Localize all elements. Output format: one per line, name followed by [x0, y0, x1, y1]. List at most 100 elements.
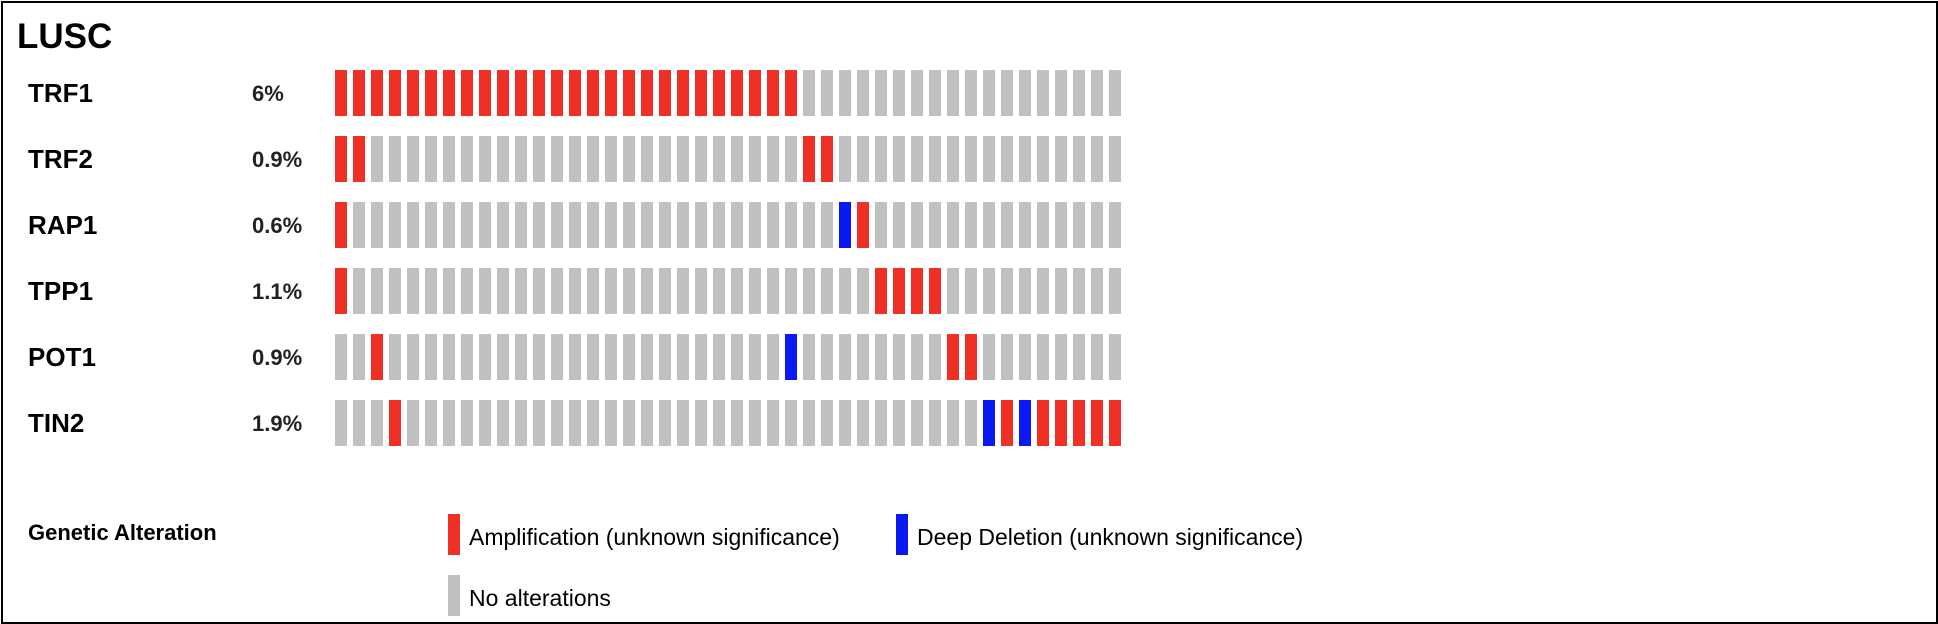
sample-cell-no-alteration[interactable]: [407, 334, 419, 380]
sample-cell-no-alteration[interactable]: [947, 202, 959, 248]
sample-cell-no-alteration[interactable]: [929, 70, 941, 116]
sample-cell-no-alteration[interactable]: [767, 334, 779, 380]
sample-cell-no-alteration[interactable]: [1091, 268, 1103, 314]
sample-cell-amplification[interactable]: [497, 70, 509, 116]
sample-cell-no-alteration[interactable]: [461, 202, 473, 248]
sample-cell-no-alteration[interactable]: [461, 136, 473, 182]
sample-cell-no-alteration[interactable]: [425, 400, 437, 446]
sample-cell-no-alteration[interactable]: [1073, 70, 1085, 116]
sample-cell-no-alteration[interactable]: [623, 268, 635, 314]
sample-cell-no-alteration[interactable]: [1037, 268, 1049, 314]
sample-cell-no-alteration[interactable]: [695, 202, 707, 248]
sample-cell-no-alteration[interactable]: [1109, 136, 1121, 182]
sample-cell-no-alteration[interactable]: [371, 136, 383, 182]
sample-cell-no-alteration[interactable]: [623, 334, 635, 380]
sample-cell-no-alteration[interactable]: [1001, 334, 1013, 380]
sample-cell-amplification[interactable]: [875, 268, 887, 314]
sample-cell-no-alteration[interactable]: [461, 400, 473, 446]
sample-cell-no-alteration[interactable]: [965, 136, 977, 182]
sample-cell-amplification[interactable]: [731, 70, 743, 116]
sample-cell-no-alteration[interactable]: [479, 136, 491, 182]
sample-cell-amplification[interactable]: [515, 70, 527, 116]
sample-cell-amplification[interactable]: [911, 268, 923, 314]
sample-cell-no-alteration[interactable]: [677, 268, 689, 314]
sample-cell-no-alteration[interactable]: [893, 136, 905, 182]
sample-cell-amplification[interactable]: [749, 70, 761, 116]
sample-cell-amplification[interactable]: [695, 70, 707, 116]
sample-cell-no-alteration[interactable]: [443, 400, 455, 446]
sample-cell-amplification[interactable]: [1091, 400, 1103, 446]
sample-cell-no-alteration[interactable]: [857, 70, 869, 116]
sample-cell-no-alteration[interactable]: [515, 202, 527, 248]
sample-cell-no-alteration[interactable]: [533, 202, 545, 248]
sample-cell-no-alteration[interactable]: [551, 400, 563, 446]
sample-cell-no-alteration[interactable]: [749, 202, 761, 248]
sample-cell-no-alteration[interactable]: [875, 136, 887, 182]
sample-cell-no-alteration[interactable]: [605, 136, 617, 182]
sample-cell-no-alteration[interactable]: [443, 334, 455, 380]
sample-cell-no-alteration[interactable]: [497, 400, 509, 446]
sample-cell-deep-deletion[interactable]: [983, 400, 995, 446]
sample-cell-no-alteration[interactable]: [929, 136, 941, 182]
sample-cell-no-alteration[interactable]: [569, 202, 581, 248]
sample-cell-no-alteration[interactable]: [425, 268, 437, 314]
sample-cell-no-alteration[interactable]: [1109, 334, 1121, 380]
sample-cell-no-alteration[interactable]: [425, 202, 437, 248]
sample-cell-amplification[interactable]: [1073, 400, 1085, 446]
sample-cell-no-alteration[interactable]: [1001, 202, 1013, 248]
sample-cell-no-alteration[interactable]: [659, 268, 671, 314]
sample-cell-no-alteration[interactable]: [497, 268, 509, 314]
sample-cell-no-alteration[interactable]: [569, 268, 581, 314]
sample-cell-no-alteration[interactable]: [767, 268, 779, 314]
sample-cell-no-alteration[interactable]: [803, 400, 815, 446]
sample-cell-no-alteration[interactable]: [623, 400, 635, 446]
sample-cell-no-alteration[interactable]: [641, 136, 653, 182]
sample-cell-deep-deletion[interactable]: [785, 334, 797, 380]
sample-cell-no-alteration[interactable]: [659, 202, 671, 248]
sample-cell-no-alteration[interactable]: [371, 268, 383, 314]
sample-cell-no-alteration[interactable]: [803, 334, 815, 380]
sample-cell-amplification[interactable]: [407, 70, 419, 116]
sample-cell-amplification[interactable]: [335, 70, 347, 116]
sample-cell-no-alteration[interactable]: [497, 334, 509, 380]
sample-cell-no-alteration[interactable]: [1055, 202, 1067, 248]
sample-cell-no-alteration[interactable]: [875, 202, 887, 248]
sample-cell-no-alteration[interactable]: [371, 400, 383, 446]
sample-cell-no-alteration[interactable]: [695, 334, 707, 380]
sample-cell-no-alteration[interactable]: [569, 400, 581, 446]
sample-cell-no-alteration[interactable]: [947, 268, 959, 314]
sample-cell-no-alteration[interactable]: [857, 268, 869, 314]
sample-cell-no-alteration[interactable]: [767, 136, 779, 182]
sample-cell-no-alteration[interactable]: [425, 136, 437, 182]
sample-cell-amplification[interactable]: [1109, 400, 1121, 446]
sample-cell-amplification[interactable]: [389, 70, 401, 116]
sample-cell-no-alteration[interactable]: [731, 136, 743, 182]
sample-cell-amplification[interactable]: [929, 268, 941, 314]
sample-cell-no-alteration[interactable]: [749, 334, 761, 380]
sample-cell-no-alteration[interactable]: [335, 334, 347, 380]
sample-cell-no-alteration[interactable]: [785, 136, 797, 182]
sample-cell-no-alteration[interactable]: [1055, 334, 1067, 380]
sample-cell-no-alteration[interactable]: [569, 334, 581, 380]
sample-cell-no-alteration[interactable]: [1073, 136, 1085, 182]
sample-cell-amplification[interactable]: [479, 70, 491, 116]
sample-cell-no-alteration[interactable]: [1073, 268, 1085, 314]
sample-cell-no-alteration[interactable]: [839, 400, 851, 446]
sample-cell-no-alteration[interactable]: [497, 202, 509, 248]
sample-cell-no-alteration[interactable]: [749, 268, 761, 314]
sample-cell-no-alteration[interactable]: [389, 334, 401, 380]
sample-cell-amplification[interactable]: [965, 334, 977, 380]
sample-cell-amplification[interactable]: [713, 70, 725, 116]
sample-cell-no-alteration[interactable]: [749, 136, 761, 182]
sample-cell-amplification[interactable]: [335, 136, 347, 182]
sample-cell-no-alteration[interactable]: [785, 268, 797, 314]
sample-cell-no-alteration[interactable]: [893, 202, 905, 248]
sample-cell-no-alteration[interactable]: [353, 400, 365, 446]
sample-cell-amplification[interactable]: [353, 136, 365, 182]
sample-cell-no-alteration[interactable]: [353, 268, 365, 314]
sample-cell-no-alteration[interactable]: [551, 268, 563, 314]
sample-cell-no-alteration[interactable]: [443, 202, 455, 248]
sample-cell-no-alteration[interactable]: [1019, 202, 1031, 248]
sample-cell-no-alteration[interactable]: [407, 400, 419, 446]
sample-cell-no-alteration[interactable]: [443, 136, 455, 182]
